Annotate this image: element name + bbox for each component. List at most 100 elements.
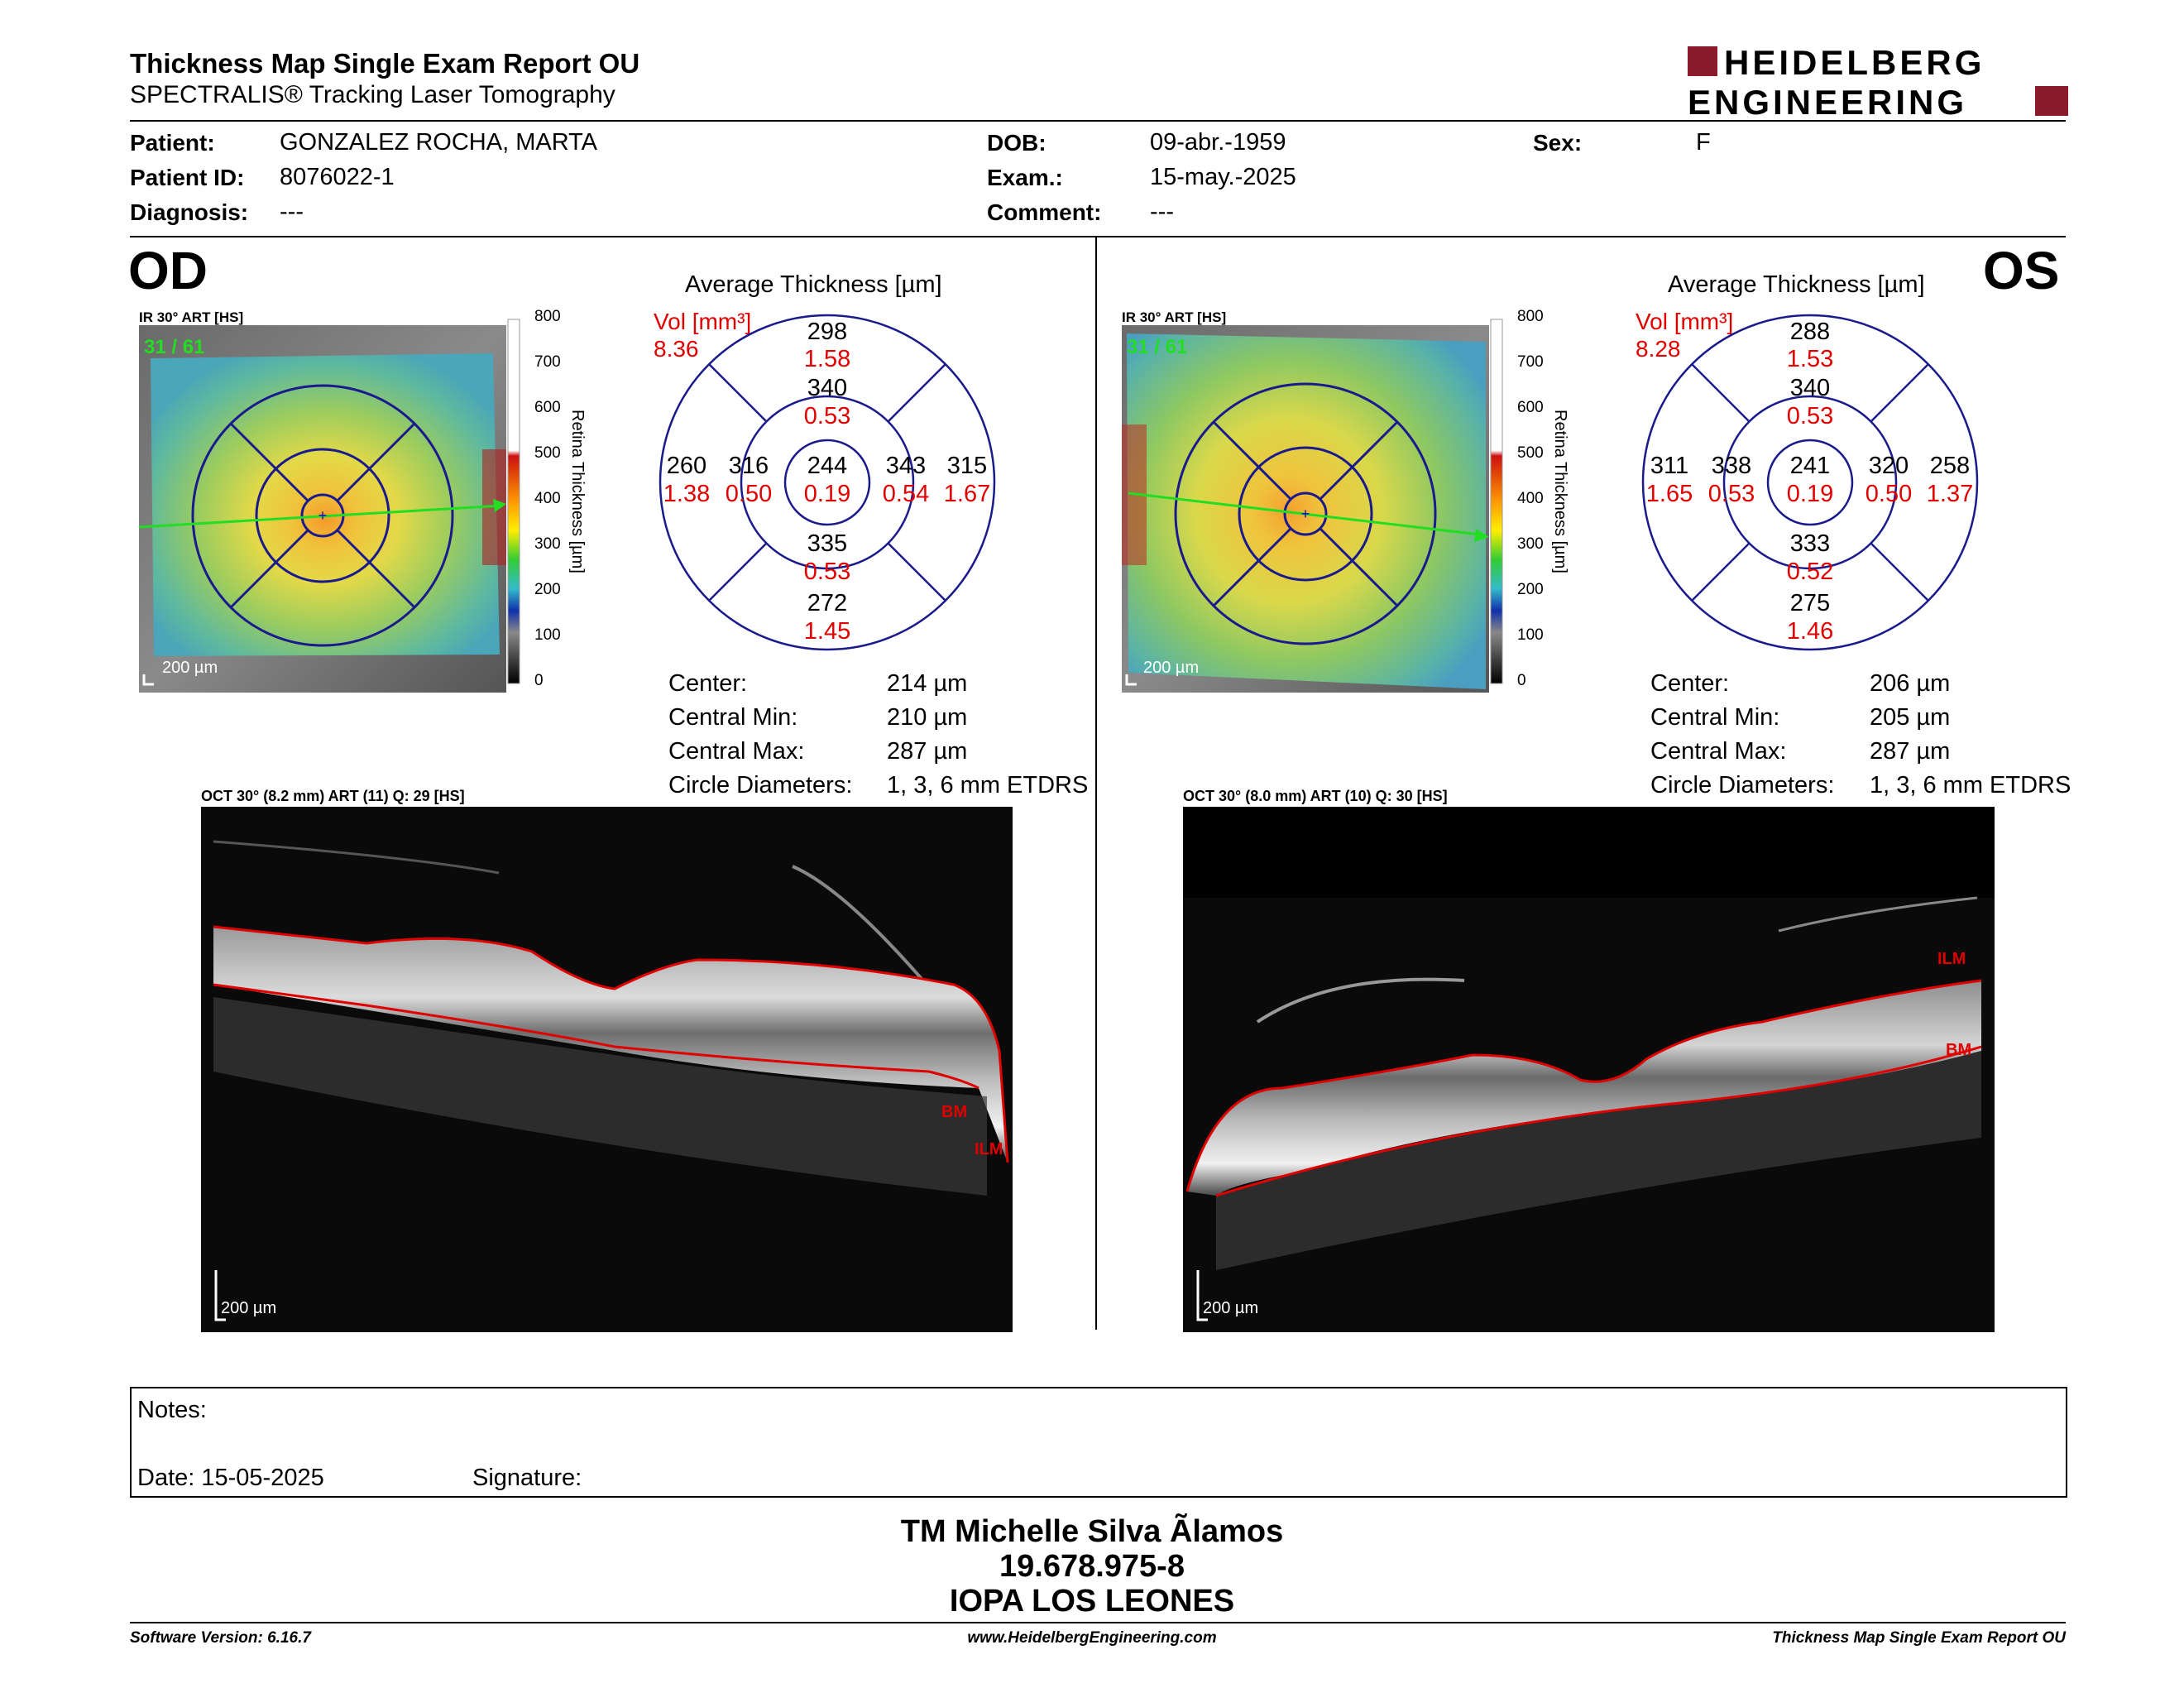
outer-bottom-volume-os: 1.46 [1787,618,1833,645]
inner-left-volume-os: 0.53 [1708,481,1755,507]
dob-value: 09-abr.-1959 [1150,129,1286,156]
tick-od-700: 700 [534,353,561,371]
colorbar-os [1490,319,1503,684]
ilm-label-od: ILM [975,1140,1003,1158]
tick-os-800: 800 [1517,308,1544,325]
stat-label-min-os: Central Min: [1650,704,1780,731]
stat-value-center-os: 206 µm [1870,670,1951,697]
signoff-id: 19.678.975-8 [999,1549,1185,1584]
avg-thickness-title-od: Average Thickness [µm] [685,271,942,298]
footer-website-link[interactable]: www.HeidelbergEngineering.com [967,1629,1217,1647]
stat-label-max-os: Central Max: [1650,738,1787,765]
etdrs-grid-od: 298 1.58 340 0.53 244 0.19 316 0.50 343 … [659,314,996,651]
patient-id-label: Patient ID: [130,165,245,190]
colorbar-title-od: Retina Thickness [µm] [568,410,587,573]
inner-bottom-volume-od: 0.53 [804,559,850,585]
colorbar-title-os: Retina Thickness [µm] [1551,410,1569,573]
stat-label-max-od: Central Max: [668,738,805,765]
eye-label-od: OD [128,241,208,300]
tick-os-600: 600 [1517,399,1544,416]
signoff-name: TM Michelle Silva Ãlamos [900,1514,1284,1549]
scale-label-os: 200 µm [1143,659,1199,677]
etdrs-grid-os: 288 1.53 340 0.53 241 0.19 338 0.53 320 … [1641,314,1979,651]
oct-bscan-od: BM ILM 200 µm [201,807,1013,1332]
inner-left-volume-od: 0.50 [726,481,772,507]
outer-left-thickness-od: 260 [667,453,706,479]
sex-label: Sex: [1533,130,1583,156]
tick-od-500: 500 [534,444,561,462]
bm-label-os: BM [1946,1041,1971,1059]
bm-label-od: BM [941,1103,967,1121]
notes-box[interactable]: Notes: Date: 15-05-2025 Signature: [130,1387,2067,1498]
eye-label-os: OS [1983,241,2060,300]
tick-od-200: 200 [534,581,561,598]
stat-label-diam-os: Circle Diameters: [1650,772,1835,798]
center-thickness-od: 244 [807,453,847,479]
tick-os-200: 200 [1517,581,1544,598]
diagnosis-value: --- [280,199,304,225]
outer-left-volume-os: 1.65 [1646,481,1693,507]
stat-value-diam-os: 1, 3, 6 mm ETDRS [1870,772,2071,798]
outer-bottom-thickness-os: 275 [1790,590,1830,616]
ir-label-os: IR 30° ART [HS] [1122,309,1227,325]
inner-bottom-thickness-od: 335 [807,530,847,557]
inner-top-thickness-od: 340 [807,375,847,401]
stat-value-diam-od: 1, 3, 6 mm ETDRS [887,772,1089,798]
tick-os-500: 500 [1517,444,1544,462]
svg-text:+: + [1301,506,1310,522]
stat-value-min-os: 205 µm [1870,704,1951,731]
outer-top-thickness-os: 288 [1790,319,1830,345]
vol-label-od: Vol [mm³] [654,309,752,334]
tick-os-300: 300 [1517,535,1544,553]
outer-bottom-volume-od: 1.45 [804,618,850,645]
heidelberg-logo: HEIDELBERG ENGINEERING [1688,45,2068,117]
notes-label: Notes: [137,1397,207,1423]
exam-label: Exam.: [987,165,1063,190]
inner-right-volume-os: 0.50 [1866,481,1912,507]
inner-left-thickness-os: 338 [1712,453,1751,479]
outer-right-thickness-od: 315 [947,453,987,479]
avg-thickness-title-os: Average Thickness [µm] [1668,271,1925,298]
inner-right-volume-od: 0.54 [883,481,929,507]
stat-label-center-os: Center: [1650,670,1730,697]
vol-total-od: 8.36 [654,336,699,362]
stat-label-min-od: Central Min: [668,704,798,731]
patient-name: GONZALEZ ROCHA, MARTA [280,129,598,156]
oct-label-os: OCT 30° (8.0 mm) ART (10) Q: 30 [HS] [1183,788,1448,804]
date-label: Date: 15-05-2025 [137,1465,324,1491]
diagnosis-label: Diagnosis: [130,199,249,225]
stat-value-max-od: 287 µm [887,738,968,765]
thickness-map-os: + 31 / 61 200 µm [1122,325,1489,693]
tick-os-400: 400 [1517,490,1544,507]
patient-id: 8076022-1 [280,164,395,190]
outer-right-volume-od: 1.67 [944,481,990,507]
inner-top-volume-od: 0.53 [804,403,850,429]
dob-label: DOB: [987,130,1046,156]
footer-software-version: Software Version: 6.16.7 [130,1629,311,1647]
outer-right-thickness-os: 258 [1930,453,1970,479]
frame-counter-os: 31 / 61 [1127,336,1187,358]
vol-total-os: 8.28 [1636,336,1681,362]
stat-value-center-od: 214 µm [887,670,968,697]
sex-value: F [1696,129,1711,156]
frame-counter-od: 31 / 61 [144,336,204,358]
stat-label-diam-od: Circle Diameters: [668,772,853,798]
tick-od-100: 100 [534,626,561,644]
scale-label-od: 200 µm [162,659,218,677]
stat-value-max-os: 287 µm [1870,738,1951,765]
tick-od-600: 600 [534,399,561,416]
outer-right-volume-os: 1.37 [1927,481,1973,507]
inner-right-thickness-od: 343 [886,453,926,479]
stat-label-center-od: Center: [668,670,748,697]
oct-scale-os: 200 µm [1203,1299,1258,1317]
outer-left-thickness-os: 311 [1650,453,1688,479]
center-divider [1095,237,1097,1330]
oct-bscan-os: ILM BM 200 µm [1183,807,1995,1332]
svg-text:ENGINEERING: ENGINEERING [1688,83,1967,117]
header-rule [130,120,2066,122]
stat-value-min-od: 210 µm [887,704,968,731]
outer-top-volume-od: 1.58 [804,346,850,372]
comment-label: Comment: [987,199,1102,225]
center-volume-od: 0.19 [804,481,850,507]
inner-right-thickness-os: 320 [1869,453,1909,479]
